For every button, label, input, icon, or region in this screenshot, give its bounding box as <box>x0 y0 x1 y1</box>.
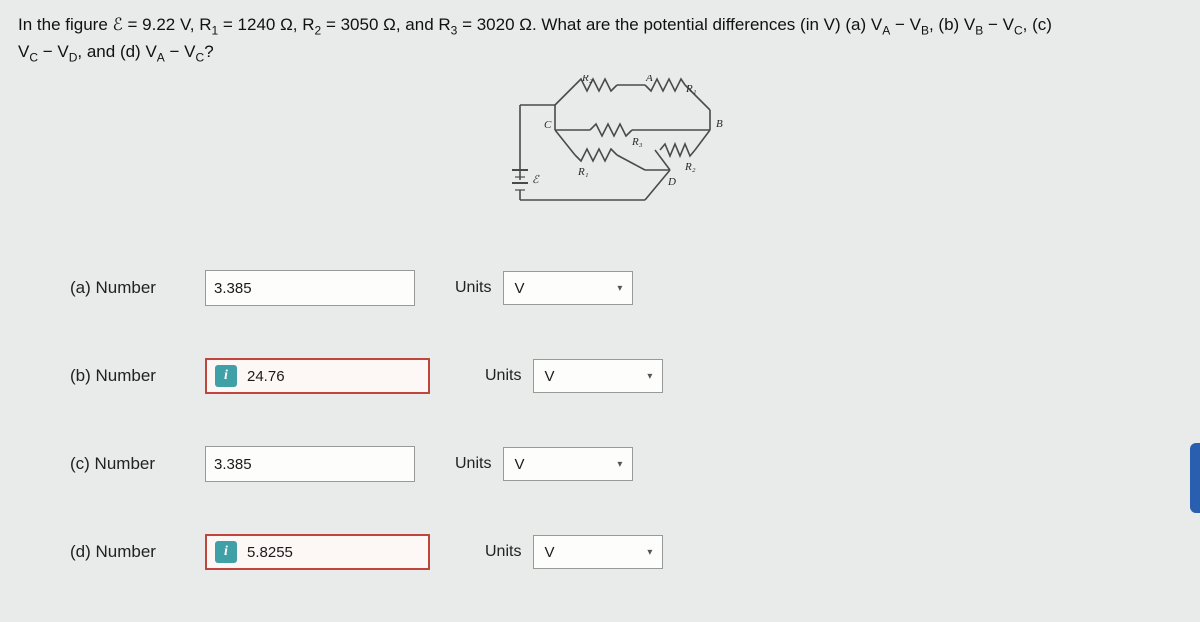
row-a: (a) Number 3.385 Units V ▾ <box>70 270 770 306</box>
input-d[interactable]: i 5.8255 <box>205 534 430 570</box>
label-R2-bot: R₂ <box>684 161 696 173</box>
label-a: (a) Number <box>70 278 205 298</box>
label-c: (c) Number <box>70 454 205 474</box>
unit-b: V <box>544 368 554 385</box>
unit-c: V <box>514 456 524 473</box>
side-tab[interactable] <box>1190 443 1200 513</box>
label-R2-top: R₂ <box>581 75 593 84</box>
unit-d: V <box>544 544 554 561</box>
label-B: B <box>716 118 723 130</box>
row-b: (b) Number i 24.76 Units V ▾ <box>70 358 770 394</box>
row-d: (d) Number i 5.8255 Units V ▾ <box>70 534 770 570</box>
input-c[interactable]: 3.385 <box>205 446 415 482</box>
unit-select-d[interactable]: V ▾ <box>533 535 663 569</box>
unit-a: V <box>514 280 524 297</box>
info-icon[interactable]: i <box>215 365 237 387</box>
units-label-c: Units <box>455 455 491 473</box>
units-label-a: Units <box>455 279 491 297</box>
chevron-down-icon: ▾ <box>617 283 622 294</box>
value-c: 3.385 <box>214 456 252 473</box>
units-label-b: Units <box>485 367 521 385</box>
value-b: 24.76 <box>247 368 285 385</box>
chevron-down-icon: ▾ <box>647 547 652 558</box>
unit-select-a[interactable]: V ▾ <box>503 271 633 305</box>
label-R3: R₃ <box>631 136 643 148</box>
value-d: 5.8255 <box>247 544 293 561</box>
input-b[interactable]: i 24.76 <box>205 358 430 394</box>
label-b: (b) Number <box>70 366 205 386</box>
answers-region: (a) Number 3.385 Units V ▾ (b) Number i … <box>70 270 770 622</box>
value-a: 3.385 <box>214 280 252 297</box>
unit-select-c[interactable]: V ▾ <box>503 447 633 481</box>
label-R1: R₁ <box>685 83 697 95</box>
input-a[interactable]: 3.385 <box>205 270 415 306</box>
chevron-down-icon: ▾ <box>647 371 652 382</box>
q-text: In the figure ℰ = 9.22 V, R <box>18 15 211 34</box>
label-R1-bot: R₁ <box>577 166 589 178</box>
label-D: D <box>667 176 676 188</box>
label-d: (d) Number <box>70 542 205 562</box>
label-C: C <box>544 119 552 131</box>
label-A: A <box>645 75 653 84</box>
chevron-down-icon: ▾ <box>617 459 622 470</box>
info-icon[interactable]: i <box>215 541 237 563</box>
units-label-d: Units <box>485 543 521 561</box>
question-text: In the figure ℰ = 9.22 V, R1 = 1240 Ω, R… <box>0 0 1200 67</box>
label-emf: ℰ <box>532 174 540 186</box>
row-c: (c) Number 3.385 Units V ▾ <box>70 446 770 482</box>
unit-select-b[interactable]: V ▾ <box>533 359 663 393</box>
circuit-diagram: A B C D R₁ R₂ R₃ R₁ R₂ ℰ <box>500 75 750 215</box>
